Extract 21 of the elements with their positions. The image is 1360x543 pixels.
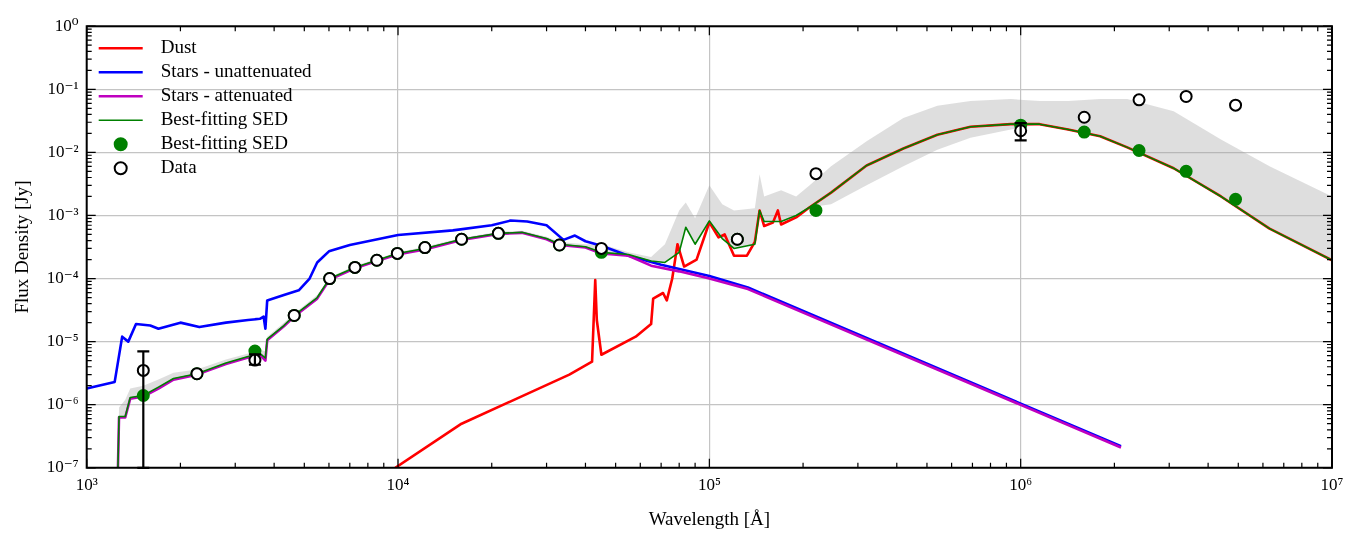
- y-tick-label: 10⁻⁵: [46, 331, 79, 351]
- x-tick-label: 10⁷: [1320, 475, 1344, 495]
- y-tick-label: 10⁻³: [47, 204, 79, 224]
- y-tick-label: 10⁻⁶: [46, 394, 79, 414]
- legend-label: Stars - attenuated: [160, 84, 294, 106]
- y-tick-label: 10⁰: [54, 15, 79, 35]
- y-tick-label: 10⁻¹: [47, 78, 79, 98]
- x-tick-label: 10⁴: [386, 475, 410, 495]
- legend-label: Best-fitting SED: [160, 132, 288, 154]
- y-tick-label: 10⁻⁷: [46, 457, 79, 477]
- y-tick-label: 10⁻²: [47, 141, 79, 161]
- y-axis-title: Flux Density [Jy]: [11, 180, 33, 314]
- legend-label: Data: [160, 156, 198, 178]
- legend-label: Stars - unattenuated: [160, 60, 313, 82]
- x-tick-label: 10³: [75, 475, 98, 495]
- y-tick-label: 10⁻⁴: [46, 268, 79, 288]
- x-tick-label: 10⁶: [1009, 475, 1033, 495]
- x-tick-label: 10⁵: [697, 475, 721, 495]
- legend-label: Dust: [160, 36, 198, 58]
- legend-label: Best-fitting SED: [160, 108, 288, 130]
- x-axis-title: Wavelength [Å]: [648, 507, 771, 529]
